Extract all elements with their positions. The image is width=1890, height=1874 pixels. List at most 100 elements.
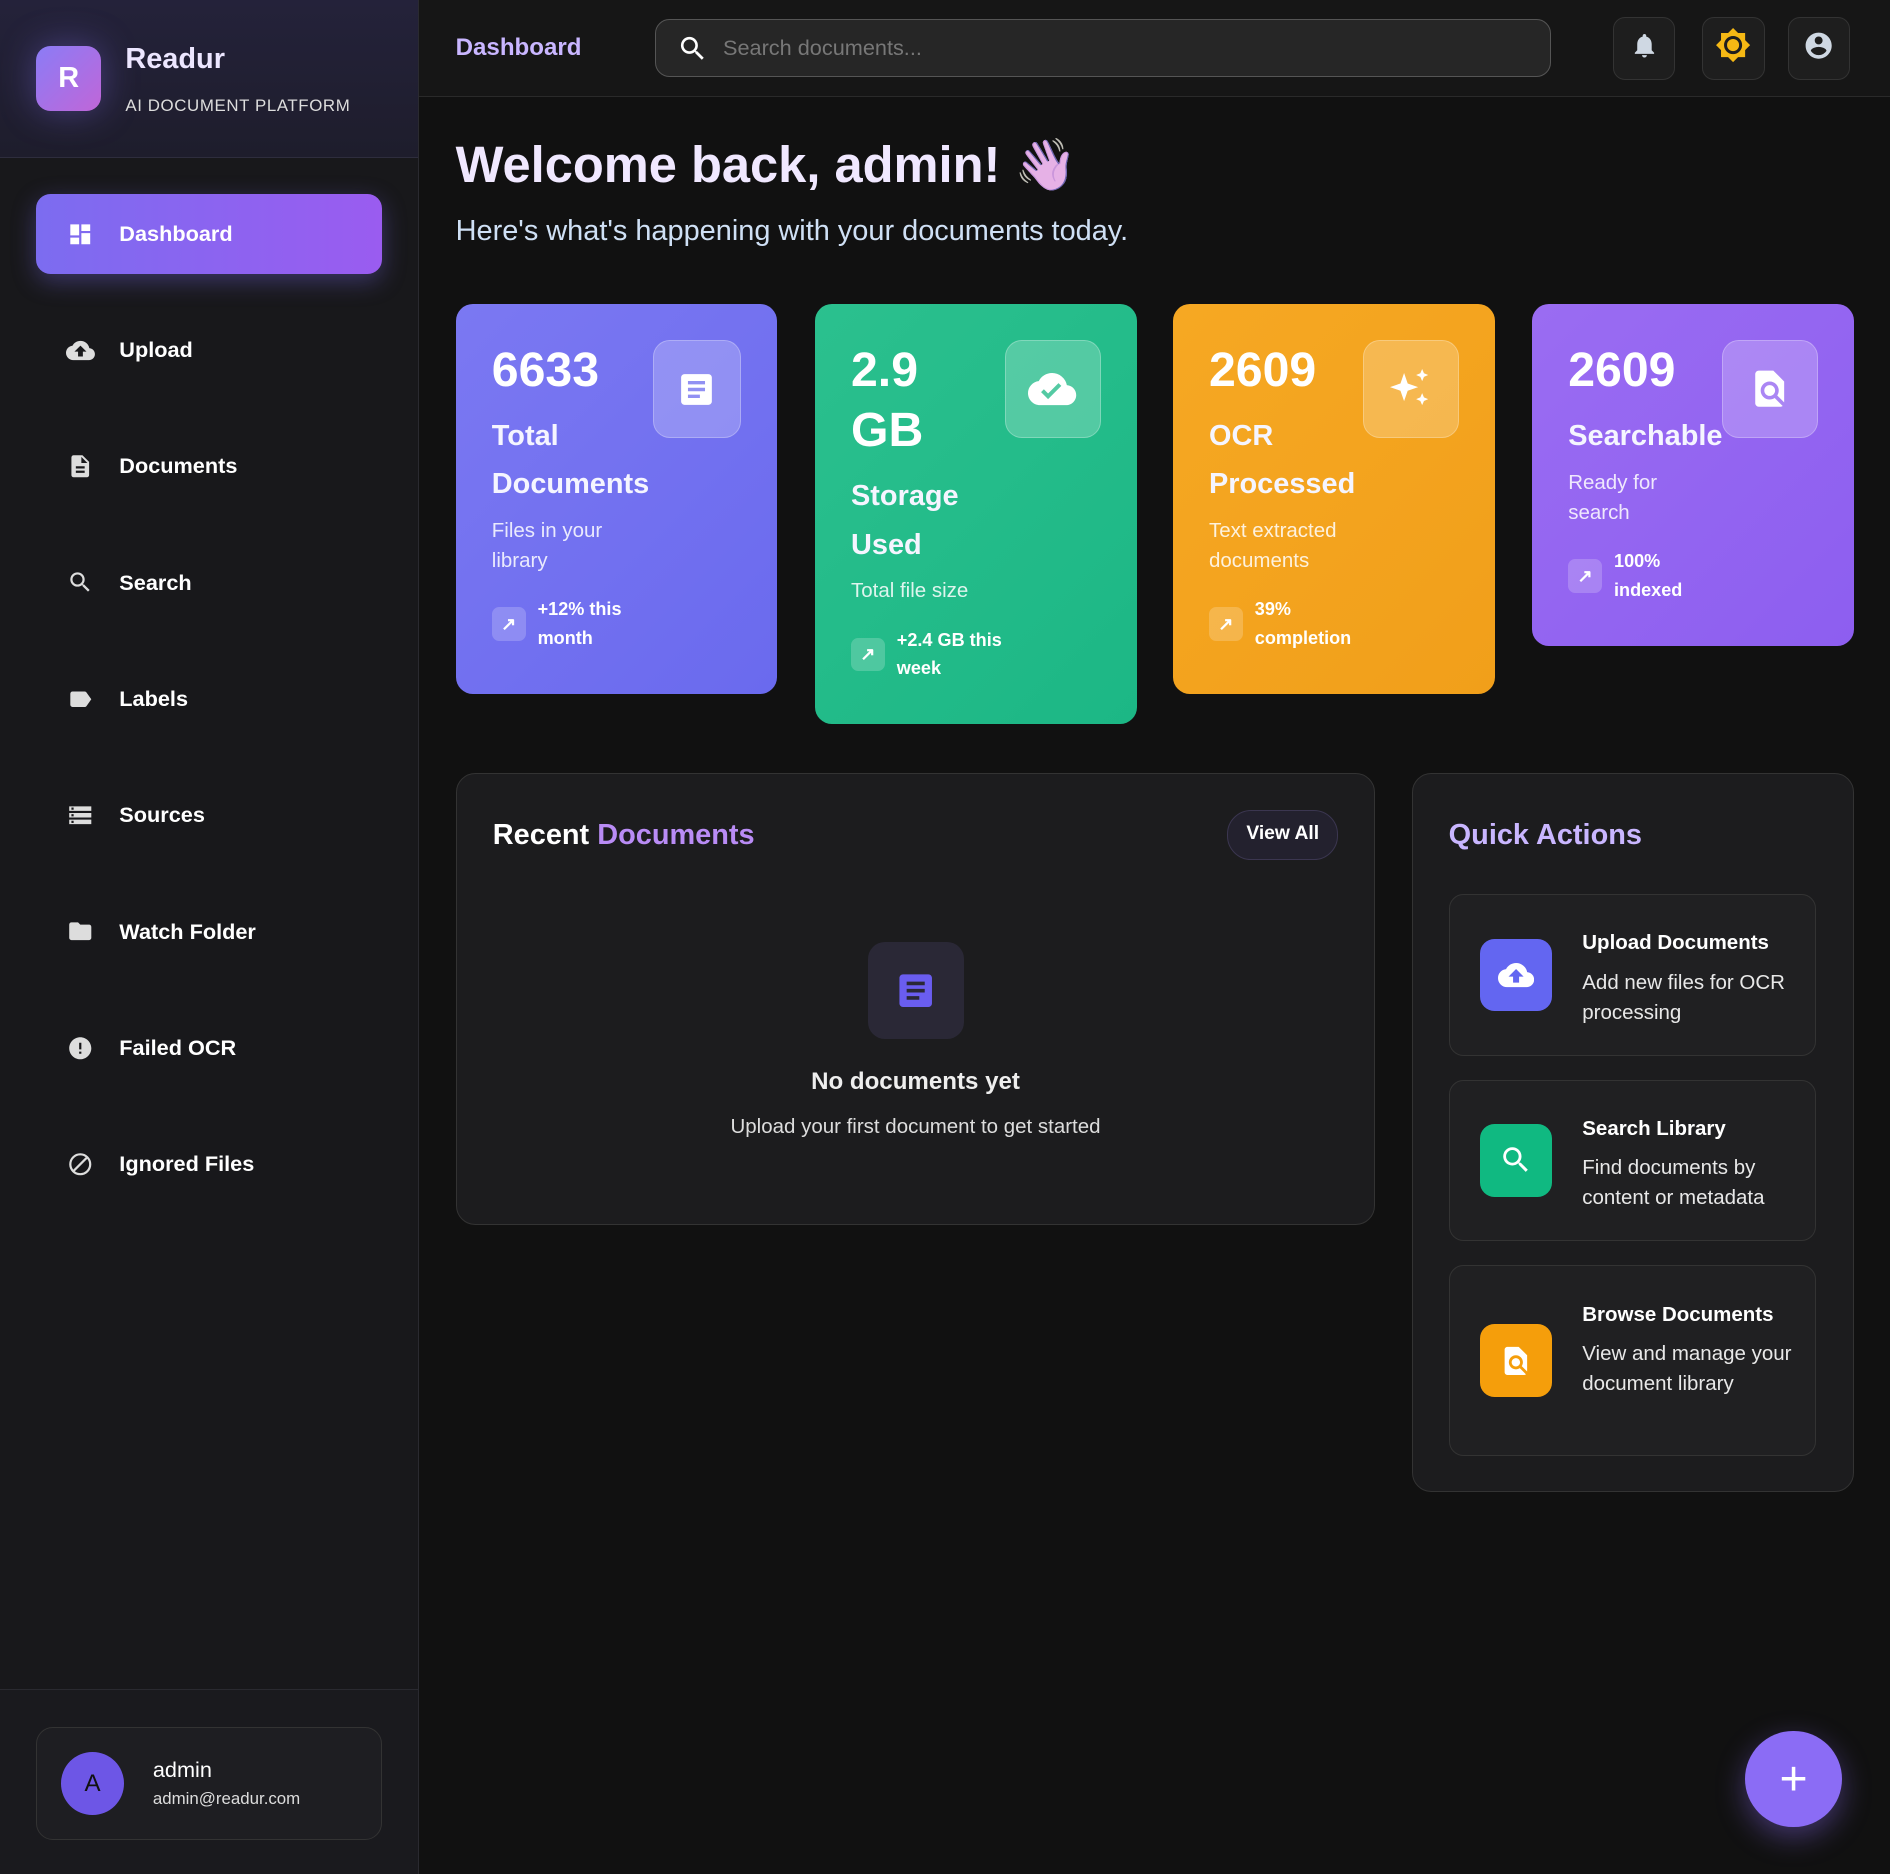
sparkle-icon [1362, 339, 1459, 439]
panel-title: Quick Actions [1448, 819, 1642, 852]
search-icon [1479, 1124, 1553, 1197]
document-icon [66, 452, 95, 481]
trending-up-icon: ↗ [1209, 607, 1243, 642]
stat-value: 2609 [1568, 342, 1676, 397]
stat-trend: ↗ +12% this month [491, 595, 742, 653]
search-input[interactable] [720, 34, 1497, 63]
top-bar: Dashboard [419, 0, 1890, 98]
error-icon [66, 1033, 95, 1062]
find-in-page-icon [1721, 339, 1818, 439]
sidebar-item-failed-ocr[interactable]: Failed OCR [36, 1008, 382, 1088]
dashboard-icon [66, 219, 95, 248]
stat-label: Searchable [1568, 420, 1723, 453]
stat-desc: Ready for search [1568, 470, 1658, 524]
stat-trend: ↗ 39% completion [1209, 595, 1459, 653]
search-bar [654, 19, 1552, 78]
trend-text: 100% indexed [1614, 551, 1683, 601]
stat-card-ocr-processed: 2609 OCR Processed Text extracted docume… [1172, 303, 1495, 695]
trend-text: +2.4 GB this week [896, 629, 1002, 679]
trend-text: +12% this month [537, 599, 622, 649]
stat-card-storage: 2.9 GB Storage Used Total file size ↗ +2.… [814, 303, 1137, 725]
label-icon [66, 685, 95, 714]
folder-icon [66, 917, 95, 946]
sidebar-item-ignored-files[interactable]: Ignored Files [36, 1124, 382, 1204]
document-icon [652, 339, 742, 439]
welcome-text: Welcome back, admin! [455, 136, 1001, 193]
search-icon [677, 33, 708, 64]
view-all-button[interactable]: View All [1227, 809, 1339, 861]
sidebar: R Readur AI DOCUMENT PLATFORM Dashboard … [0, 0, 420, 1874]
quick-action-browse[interactable]: Browse Documents View and manage your do… [1448, 1265, 1817, 1456]
bell-icon [1630, 31, 1659, 66]
plus-icon: + [1779, 1752, 1808, 1807]
action-title: Upload Documents [1582, 931, 1769, 955]
sidebar-item-upload[interactable]: Upload [36, 310, 382, 390]
stat-label: Storage Used [851, 480, 959, 561]
action-desc: View and manage your document library [1582, 1341, 1792, 1395]
user-section: A admin admin@readur.com [0, 1688, 419, 1874]
action-desc: Add new files for OCR processing [1582, 970, 1785, 1024]
cloud-done-icon [1004, 339, 1101, 439]
stat-value: 2609 [1209, 342, 1317, 397]
stat-card-total-documents: 6633 Total Documents Files in your libra… [455, 303, 778, 695]
quick-action-search[interactable]: Search Library Find documents by content… [1448, 1079, 1817, 1242]
stat-desc: Text extracted documents [1209, 518, 1337, 573]
sidebar-item-watch-folder[interactable]: Watch Folder [36, 892, 382, 972]
sun-icon [1715, 27, 1751, 69]
notifications-button[interactable] [1612, 16, 1676, 80]
title-part: Documents [597, 819, 755, 852]
sidebar-item-search[interactable]: Search [36, 543, 382, 623]
stat-desc: Files in your library [491, 518, 603, 573]
sidebar-item-label: Search [119, 569, 192, 595]
action-title: Search Library [1582, 1116, 1726, 1140]
empty-title: No documents yet [811, 1067, 1020, 1095]
avatar: A [61, 1752, 124, 1816]
document-icon [867, 942, 965, 1039]
trending-up-icon: ↗ [851, 637, 885, 672]
breadcrumb: Dashboard [455, 33, 582, 61]
logo: R [36, 45, 102, 111]
sidebar-item-sources[interactable]: Sources [36, 776, 382, 856]
quick-action-upload[interactable]: Upload Documents Add new files for OCR p… [1448, 894, 1817, 1056]
empty-subtitle: Upload your first document to get starte… [730, 1114, 1101, 1138]
cloud-upload-icon [66, 336, 96, 365]
sidebar-item-label: Failed OCR [119, 1034, 237, 1060]
stat-desc: Total file size [851, 579, 969, 603]
find-in-page-icon [1479, 1324, 1553, 1397]
add-fab-button[interactable]: + [1745, 1730, 1842, 1828]
stat-value: 6633 [491, 342, 600, 397]
title-part: Recent [492, 819, 590, 852]
trending-up-icon: ↗ [491, 607, 526, 642]
panel-title: Recent Documents [493, 819, 755, 852]
sidebar-item-label: Upload [119, 337, 193, 363]
welcome-title: Welcome back, admin! 👋 [456, 135, 1078, 195]
sidebar-item-label: Documents [119, 453, 238, 479]
block-icon [66, 1150, 95, 1179]
sidebar-item-label: Sources [119, 802, 205, 828]
theme-toggle-button[interactable] [1702, 16, 1765, 80]
stat-label: OCR Processed [1209, 420, 1356, 501]
trend-text: 39% completion [1254, 599, 1352, 649]
stat-trend: ↗ 100% indexed [1568, 547, 1818, 605]
stat-card-searchable: 2609 Searchable Ready for search ↗ 100% i… [1532, 303, 1854, 647]
sidebar-item-documents[interactable]: Documents [36, 427, 382, 507]
brand-header: R Readur AI DOCUMENT PLATFORM [0, 0, 419, 158]
action-desc: Find documents by content or metadata [1582, 1156, 1765, 1210]
recent-documents-panel: Recent Documents View All No documents y… [455, 772, 1376, 1225]
cloud-upload-icon [1479, 938, 1553, 1011]
stat-trend: ↗ +2.4 GB this week [851, 626, 1101, 684]
sidebar-item-label: Watch Folder [119, 918, 256, 944]
search-icon [66, 568, 95, 597]
account-circle-icon [1803, 30, 1834, 67]
storage-icon [66, 801, 95, 830]
sidebar-nav: Dashboard Upload Documents Search Labels… [36, 194, 383, 1241]
sidebar-item-labels[interactable]: Labels [36, 659, 382, 739]
profile-button[interactable] [1787, 16, 1851, 80]
stat-label: Total Documents [491, 420, 650, 501]
sidebar-item-dashboard[interactable]: Dashboard [36, 194, 383, 274]
user-email: admin@readur.com [152, 1788, 301, 1808]
action-title: Browse Documents [1582, 1302, 1774, 1326]
quick-actions-panel: Quick Actions Upload Documents Add new f… [1411, 772, 1854, 1493]
user-card[interactable]: A admin admin@readur.com [36, 1727, 382, 1841]
user-name: admin [152, 1757, 212, 1783]
